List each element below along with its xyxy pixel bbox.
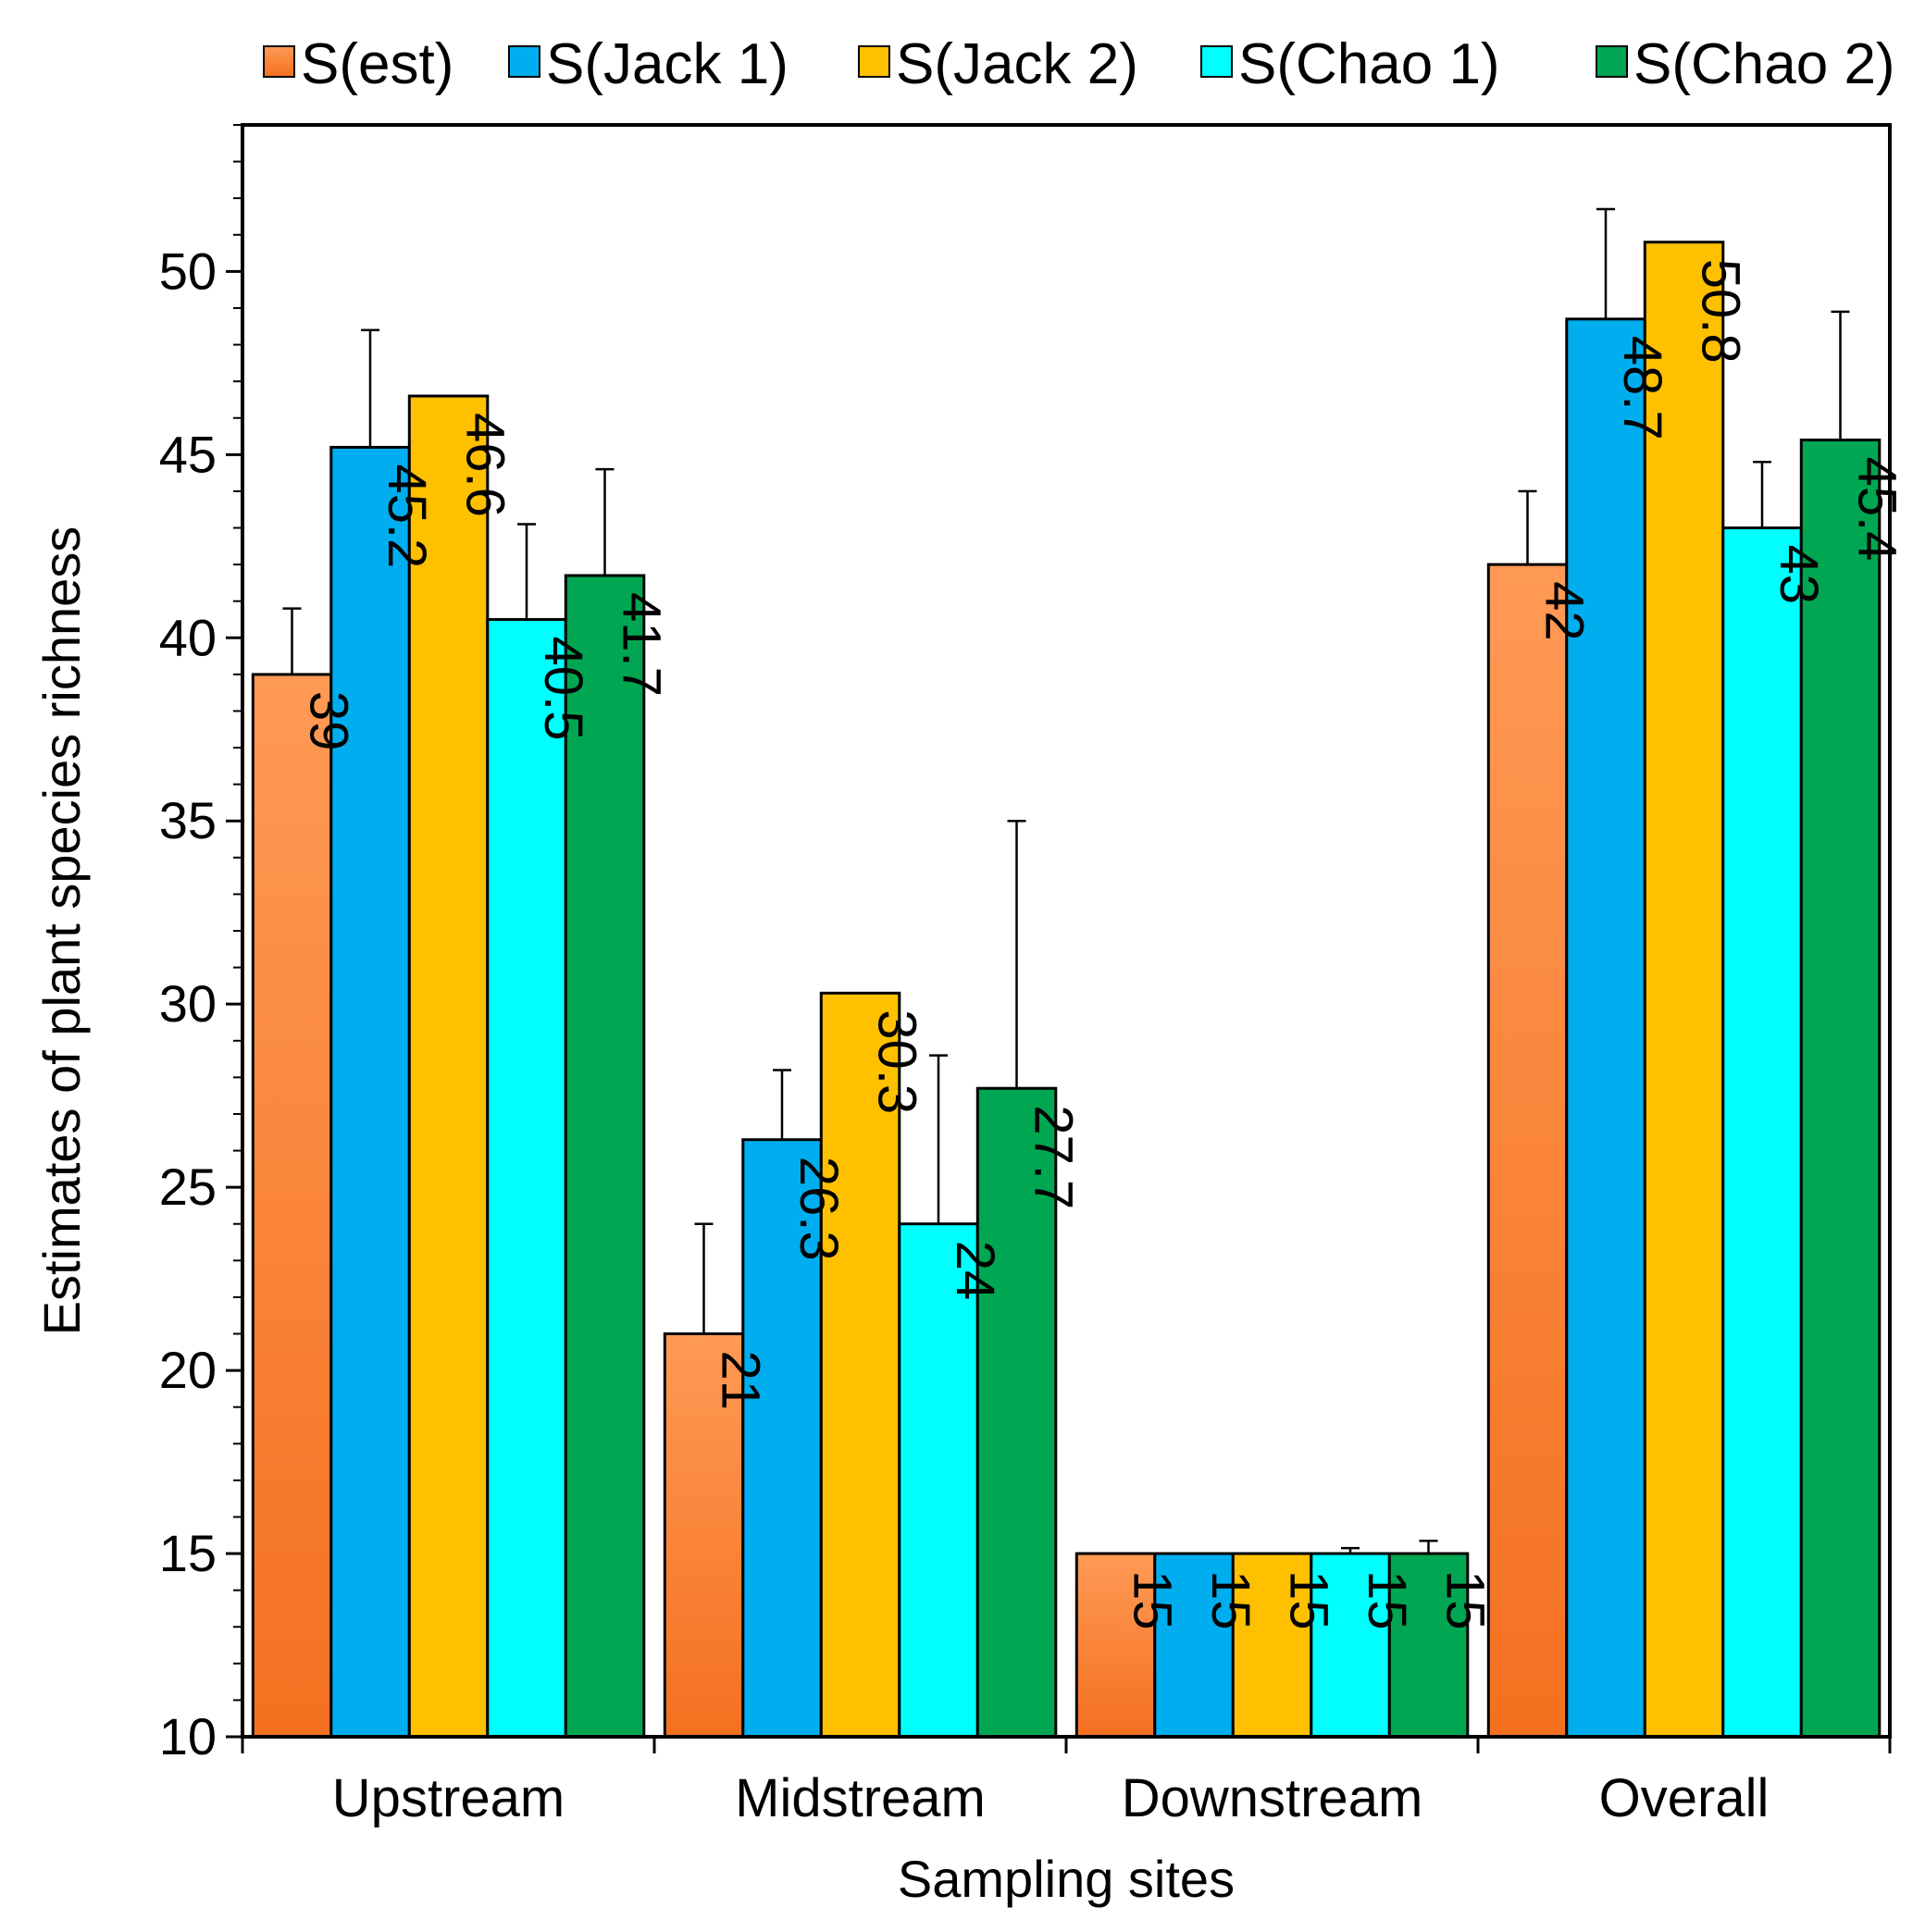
data-label-s-chao-2-overall: 45.4 <box>1847 457 1907 562</box>
legend-swatch <box>858 45 890 78</box>
bar-s-jack-1-downstream <box>1153 1552 1235 1739</box>
data-label-s-est-downstream: 15 <box>1123 1570 1183 1630</box>
data-label-s-chao-2-midstream: 27.7 <box>1024 1105 1084 1209</box>
data-label-s-jack-1-overall: 48.7 <box>1612 336 1672 440</box>
bar-s-est-overall <box>1486 563 1569 1739</box>
y-tick-label-10: 10 <box>159 1707 217 1765</box>
data-label-s-jack-2-midstream: 30.3 <box>867 1009 927 1114</box>
legend-item-s-est: S(est) <box>263 32 453 96</box>
data-label-s-chao-2-downstream: 15 <box>1435 1570 1496 1630</box>
data-label-s-jack-2-overall: 50.8 <box>1691 259 1751 364</box>
bar-s-chao-2-midstream <box>975 1086 1058 1739</box>
legend-swatch <box>1200 45 1233 78</box>
y-axis-title: Estimates of plant species richness <box>32 526 91 1336</box>
bar-s-jack-1-upstream <box>329 445 411 1739</box>
error-bars-layer <box>282 207 1850 1554</box>
y-tick-label-30: 30 <box>159 974 217 1033</box>
bar-s-est-midstream <box>663 1332 745 1739</box>
y-tick-label-40: 40 <box>159 608 217 666</box>
data-labels-layer: 39 45.2 46.6 40.5 41.7 21 26.3 30.3 24 27.7 15 15 15… <box>299 259 1907 1630</box>
x-tick-label-midstream: Midstream <box>735 1768 986 1828</box>
data-label-s-jack-2-upstream: 46.6 <box>455 413 515 517</box>
y-tick-label-45: 45 <box>159 425 217 483</box>
error-bar-s-chao-1-downstream <box>1341 1546 1360 1554</box>
legend-label: S(Jack 1) <box>546 32 789 96</box>
y-tick-label-50: 50 <box>159 242 217 300</box>
error-bar-s-jack-1-overall <box>1596 207 1615 319</box>
legend-swatch <box>1596 45 1628 78</box>
bar-s-jack-2-overall <box>1643 241 1725 1739</box>
error-bar-s-chao-1-overall <box>1753 460 1771 528</box>
error-bar-s-chao-2-downstream <box>1419 1539 1438 1554</box>
axes-layer: 10 15 20 25 30 35 40 45 50 Upstream Midstream Downs… <box>32 123 1892 1908</box>
data-label-s-chao-1-midstream: 24 <box>945 1241 1005 1301</box>
error-bar-s-chao-2-overall <box>1831 310 1850 440</box>
error-bar-s-chao-1-midstream <box>929 1054 948 1224</box>
y-axis: 10 15 20 25 30 35 40 45 50 <box>159 124 242 1765</box>
data-label-s-est-overall: 42 <box>1534 581 1595 641</box>
data-label-s-chao-1-overall: 43 <box>1769 545 1829 605</box>
data-label-s-jack-1-upstream: 45.2 <box>377 464 437 568</box>
data-label-s-jack-1-midstream: 26.3 <box>789 1157 849 1261</box>
bar-s-chao-2-upstream <box>564 574 646 1739</box>
bar-s-jack-2-upstream <box>407 394 490 1739</box>
legend: S(est) S(Jack 1) S(Jack 2) S(Chao 1) S(Chao … <box>263 32 1895 96</box>
legend-item-s-chao-2: S(Chao 2) <box>1596 32 1895 96</box>
x-tick-label-upstream: Upstream <box>332 1768 565 1828</box>
bar-s-chao-1-upstream <box>486 618 567 1739</box>
error-bar-s-jack-1-upstream <box>361 328 379 448</box>
y-tick-label-35: 35 <box>159 791 217 849</box>
legend-swatch <box>508 45 540 78</box>
legend-swatch <box>263 45 295 78</box>
error-bar-s-chao-2-upstream <box>595 467 615 576</box>
legend-label: S(Chao 1) <box>1238 32 1500 96</box>
legend-item-s-jack-1: S(Jack 1) <box>508 32 789 96</box>
legend-item-s-jack-2: S(Jack 2) <box>858 32 1138 96</box>
data-label-s-chao-1-upstream: 40.5 <box>533 637 593 741</box>
bar-s-chao-1-overall <box>1721 526 1803 1739</box>
error-bar-s-chao-2-midstream <box>1007 819 1026 1089</box>
x-axis: Upstream Midstream Downstream Overall <box>241 1737 1892 1828</box>
bar-s-est-upstream <box>251 673 333 1739</box>
bar-s-chao-1-midstream <box>898 1222 979 1739</box>
y-tick-label-15: 15 <box>159 1524 217 1582</box>
data-label-s-chao-1-downstream: 15 <box>1357 1570 1417 1630</box>
error-bar-s-est-overall <box>1518 489 1537 565</box>
bar-s-jack-1-overall <box>1565 317 1646 1739</box>
x-tick-label-downstream: Downstream <box>1122 1768 1423 1828</box>
legend-label: S(Jack 2) <box>896 32 1138 96</box>
data-label-s-chao-2-upstream: 41.7 <box>612 592 672 697</box>
data-label-s-jack-2-downstream: 15 <box>1279 1570 1339 1630</box>
bars-layer <box>251 241 1882 1739</box>
legend-item-s-chao-1: S(Chao 1) <box>1200 32 1500 96</box>
error-bar-s-chao-1-upstream <box>517 523 536 620</box>
data-label-s-est-midstream: 21 <box>711 1351 771 1411</box>
x-axis-title: Sampling sites <box>898 1850 1235 1908</box>
error-bar-s-est-upstream <box>282 607 302 675</box>
legend-label: S(est) <box>301 32 453 96</box>
error-bar-s-est-midstream <box>694 1222 714 1334</box>
bar-s-jack-2-midstream <box>819 991 901 1739</box>
y-tick-label-25: 25 <box>159 1158 217 1216</box>
legend-label: S(Chao 2) <box>1633 32 1895 96</box>
data-label-s-jack-1-downstream: 15 <box>1200 1570 1261 1630</box>
error-bar-s-jack-1-midstream <box>773 1069 791 1140</box>
y-tick-label-20: 20 <box>159 1341 217 1399</box>
x-tick-label-overall: Overall <box>1599 1768 1770 1828</box>
bar-s-chao-2-overall <box>1799 439 1882 1739</box>
data-label-s-est-upstream: 39 <box>299 691 359 751</box>
